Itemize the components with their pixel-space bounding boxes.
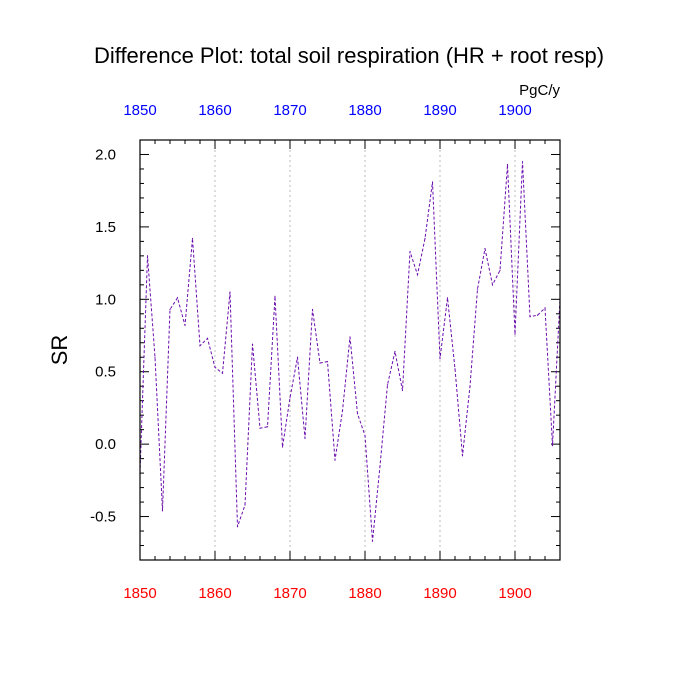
data-point [439, 358, 441, 360]
data-point [289, 397, 291, 399]
grid-lines [214, 140, 516, 560]
y-tick-label: 0.0 [95, 436, 116, 453]
data-point [454, 368, 456, 370]
data-point [401, 389, 404, 392]
tick-labels: 1850 1850 1860 1860 1870 1870 1880 1880 1890 1890… [90, 102, 532, 602]
data-point [199, 345, 201, 347]
data-point [386, 384, 389, 386]
y-tick-label: 1.5 [95, 219, 116, 236]
x-tick-label-top: 1900 [498, 102, 531, 119]
x-tick-label-top: 1870 [273, 102, 306, 119]
data-point [356, 413, 359, 415]
data-point [334, 459, 336, 461]
units-label: PgC/y [519, 82, 560, 99]
data-point [319, 362, 321, 364]
x-tick-label-top: 1860 [198, 102, 231, 119]
data-point [266, 426, 269, 428]
data-point [259, 427, 261, 429]
data-point [536, 314, 539, 316]
x-tick-label-top: 1890 [423, 102, 456, 119]
data-point [191, 237, 194, 240]
data-point [281, 446, 284, 448]
data-point [349, 336, 351, 338]
data-point [506, 164, 509, 166]
x-tick-label-bottom: 1890 [423, 585, 456, 602]
data-point [184, 324, 186, 326]
data-point [514, 333, 516, 335]
data-point [521, 161, 524, 163]
y-tick-label: -0.5 [90, 509, 116, 526]
data-point [206, 337, 209, 340]
data-point [244, 504, 246, 506]
data-point [461, 455, 464, 457]
data-point [484, 248, 486, 250]
data-point [431, 181, 434, 183]
data-point [379, 465, 381, 467]
data-point [491, 284, 494, 286]
data-point [326, 360, 329, 363]
data-point [529, 316, 531, 318]
chart-title: Difference Plot: total soil respiration … [94, 43, 604, 68]
plot-frame [139, 139, 561, 561]
data-point [416, 274, 419, 276]
data-point [296, 356, 299, 358]
data-point [214, 366, 216, 368]
x-tick-label-bottom: 1850 [123, 585, 156, 602]
data-point [229, 291, 231, 293]
data-point [146, 255, 149, 257]
y-tick-label: 2.0 [95, 146, 116, 163]
data-point [311, 308, 314, 311]
data-point [469, 385, 471, 387]
data-point [341, 410, 344, 412]
x-tick-label-top: 1880 [348, 102, 381, 119]
data-point [161, 510, 164, 512]
series-layer [139, 161, 561, 542]
data-point [394, 350, 396, 353]
data-point [364, 434, 366, 437]
x-tick-label-bottom: 1860 [198, 585, 231, 602]
x-tick-label-bottom: 1870 [273, 585, 306, 602]
data-point [424, 237, 426, 240]
series-line [139, 161, 561, 542]
data-point [221, 372, 224, 374]
data-point [499, 269, 501, 271]
data-point [176, 297, 179, 299]
axis-ticks [139, 139, 561, 561]
data-point [154, 356, 156, 358]
y-tick-label: 0.5 [95, 364, 116, 381]
data-point [371, 540, 374, 542]
x-tick-label-top: 1850 [123, 102, 156, 119]
data-point [544, 307, 546, 309]
data-point [274, 295, 276, 298]
y-tick-label: 1.0 [95, 291, 116, 308]
x-tick-label-bottom: 1900 [498, 585, 531, 602]
data-point [409, 250, 411, 253]
y-axis-label: SR [47, 335, 72, 366]
data-point [236, 526, 239, 528]
data-point [476, 288, 479, 290]
data-point [251, 343, 254, 345]
data-point [446, 297, 449, 299]
data-point [304, 437, 306, 439]
data-point [551, 444, 554, 447]
data-point [169, 308, 171, 311]
x-tick-label-bottom: 1880 [348, 585, 381, 602]
